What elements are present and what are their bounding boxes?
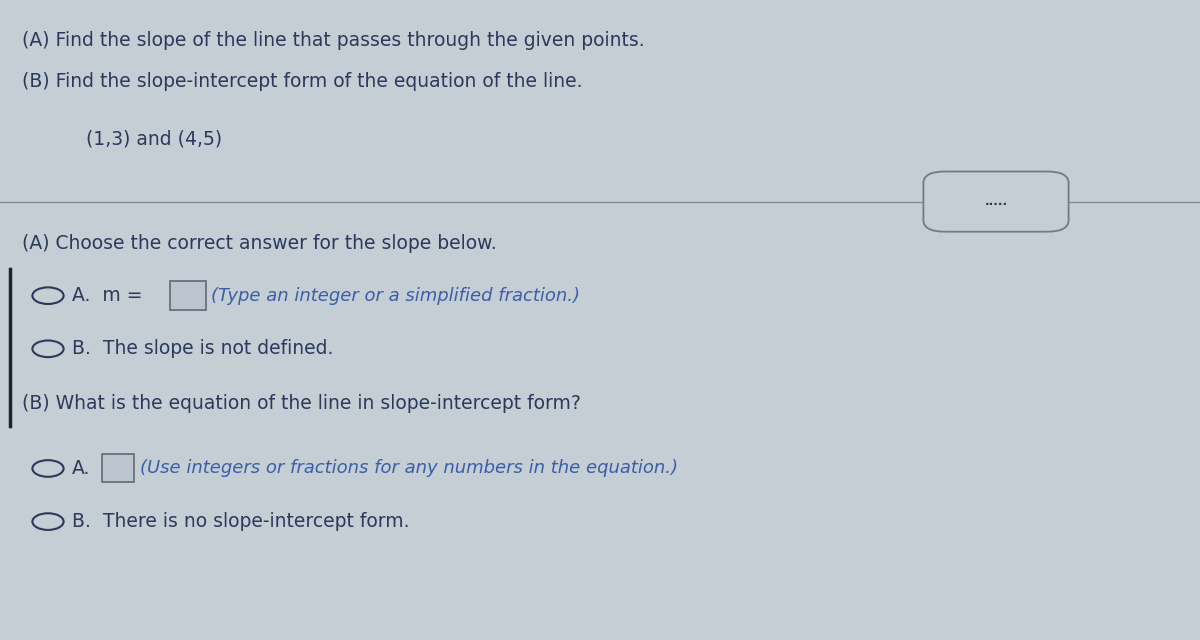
Text: (Use integers or fractions for any numbers in the equation.): (Use integers or fractions for any numbe… [140, 460, 678, 477]
Text: (1,3) and (4,5): (1,3) and (4,5) [86, 129, 222, 148]
Text: A.  m =: A. m = [72, 286, 143, 305]
Text: (B) What is the equation of the line in slope-intercept form?: (B) What is the equation of the line in … [22, 394, 581, 413]
Text: (B) Find the slope-intercept form of the equation of the line.: (B) Find the slope-intercept form of the… [22, 72, 582, 91]
Text: (Type an integer or a simplified fraction.): (Type an integer or a simplified fractio… [211, 287, 581, 305]
FancyBboxPatch shape [924, 172, 1068, 232]
FancyBboxPatch shape [102, 454, 134, 482]
Text: (A) Choose the correct answer for the slope below.: (A) Choose the correct answer for the sl… [22, 234, 497, 253]
Text: .....: ..... [984, 195, 1008, 208]
FancyBboxPatch shape [170, 281, 206, 310]
Text: B.  There is no slope-intercept form.: B. There is no slope-intercept form. [72, 512, 409, 531]
Text: B.  The slope is not defined.: B. The slope is not defined. [72, 339, 334, 358]
Text: A.: A. [72, 459, 90, 478]
Text: (A) Find the slope of the line that passes through the given points.: (A) Find the slope of the line that pass… [22, 31, 644, 50]
